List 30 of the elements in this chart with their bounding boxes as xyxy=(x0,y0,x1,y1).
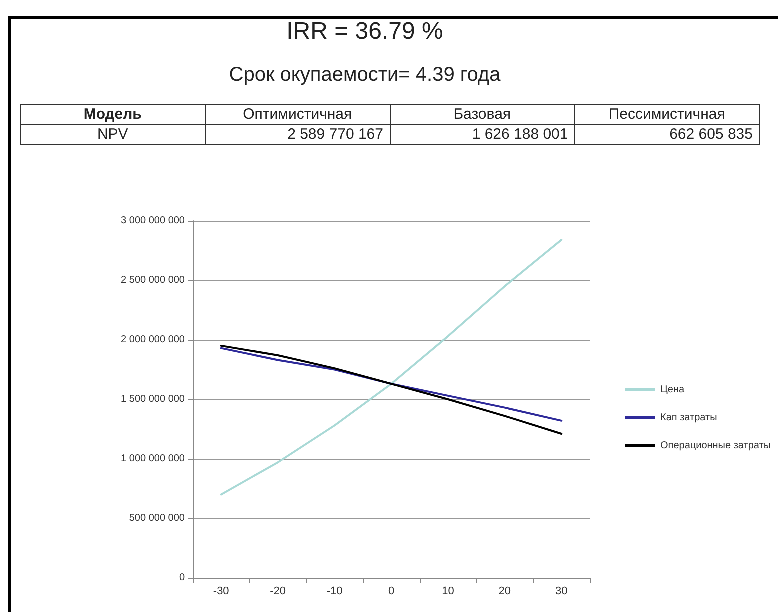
x-tick-label: -10 xyxy=(326,586,343,598)
y-tick-label: 500 000 000 xyxy=(129,513,186,524)
text: 662 605 835 xyxy=(574,124,760,144)
line-series xyxy=(220,239,563,496)
line-series xyxy=(220,347,563,422)
legend-label: Цена xyxy=(660,384,685,396)
x-tick-label: -30 xyxy=(213,586,230,598)
y-tick-label: 1 000 000 000 xyxy=(121,454,186,464)
line-series xyxy=(220,344,563,436)
x-tick-label: 30 xyxy=(556,586,568,598)
legend-label: Операционные затраты xyxy=(660,440,772,452)
y-tick-label: 1 500 000 000 xyxy=(121,394,186,405)
text: 1 626 188 001 xyxy=(390,124,575,144)
y-tick-label: 3 000 000 000 xyxy=(121,216,186,226)
legend-label: Кап затраты xyxy=(660,412,718,424)
text: Пессимистичная xyxy=(574,104,760,124)
chart-subtitle: Срок окупаемости= 4.39 года xyxy=(228,64,502,87)
chart-title: IRR = 36.79 % xyxy=(286,18,444,46)
text: 2 589 770 167 xyxy=(205,124,390,144)
text: Модель xyxy=(20,104,206,124)
x-tick-label: -20 xyxy=(270,586,286,598)
y-tick-label: 0 xyxy=(179,572,186,584)
x-tick-label: 10 xyxy=(442,586,454,598)
text: NPV xyxy=(20,124,206,144)
x-tick-label: 20 xyxy=(498,586,512,598)
y-tick-label: 2 500 000 000 xyxy=(121,275,186,286)
y-tick-label: 2 000 000 000 xyxy=(121,334,186,346)
text: Оптимистичная xyxy=(205,104,390,124)
x-tick-label: 0 xyxy=(388,586,395,598)
text: Базовая xyxy=(390,104,575,124)
